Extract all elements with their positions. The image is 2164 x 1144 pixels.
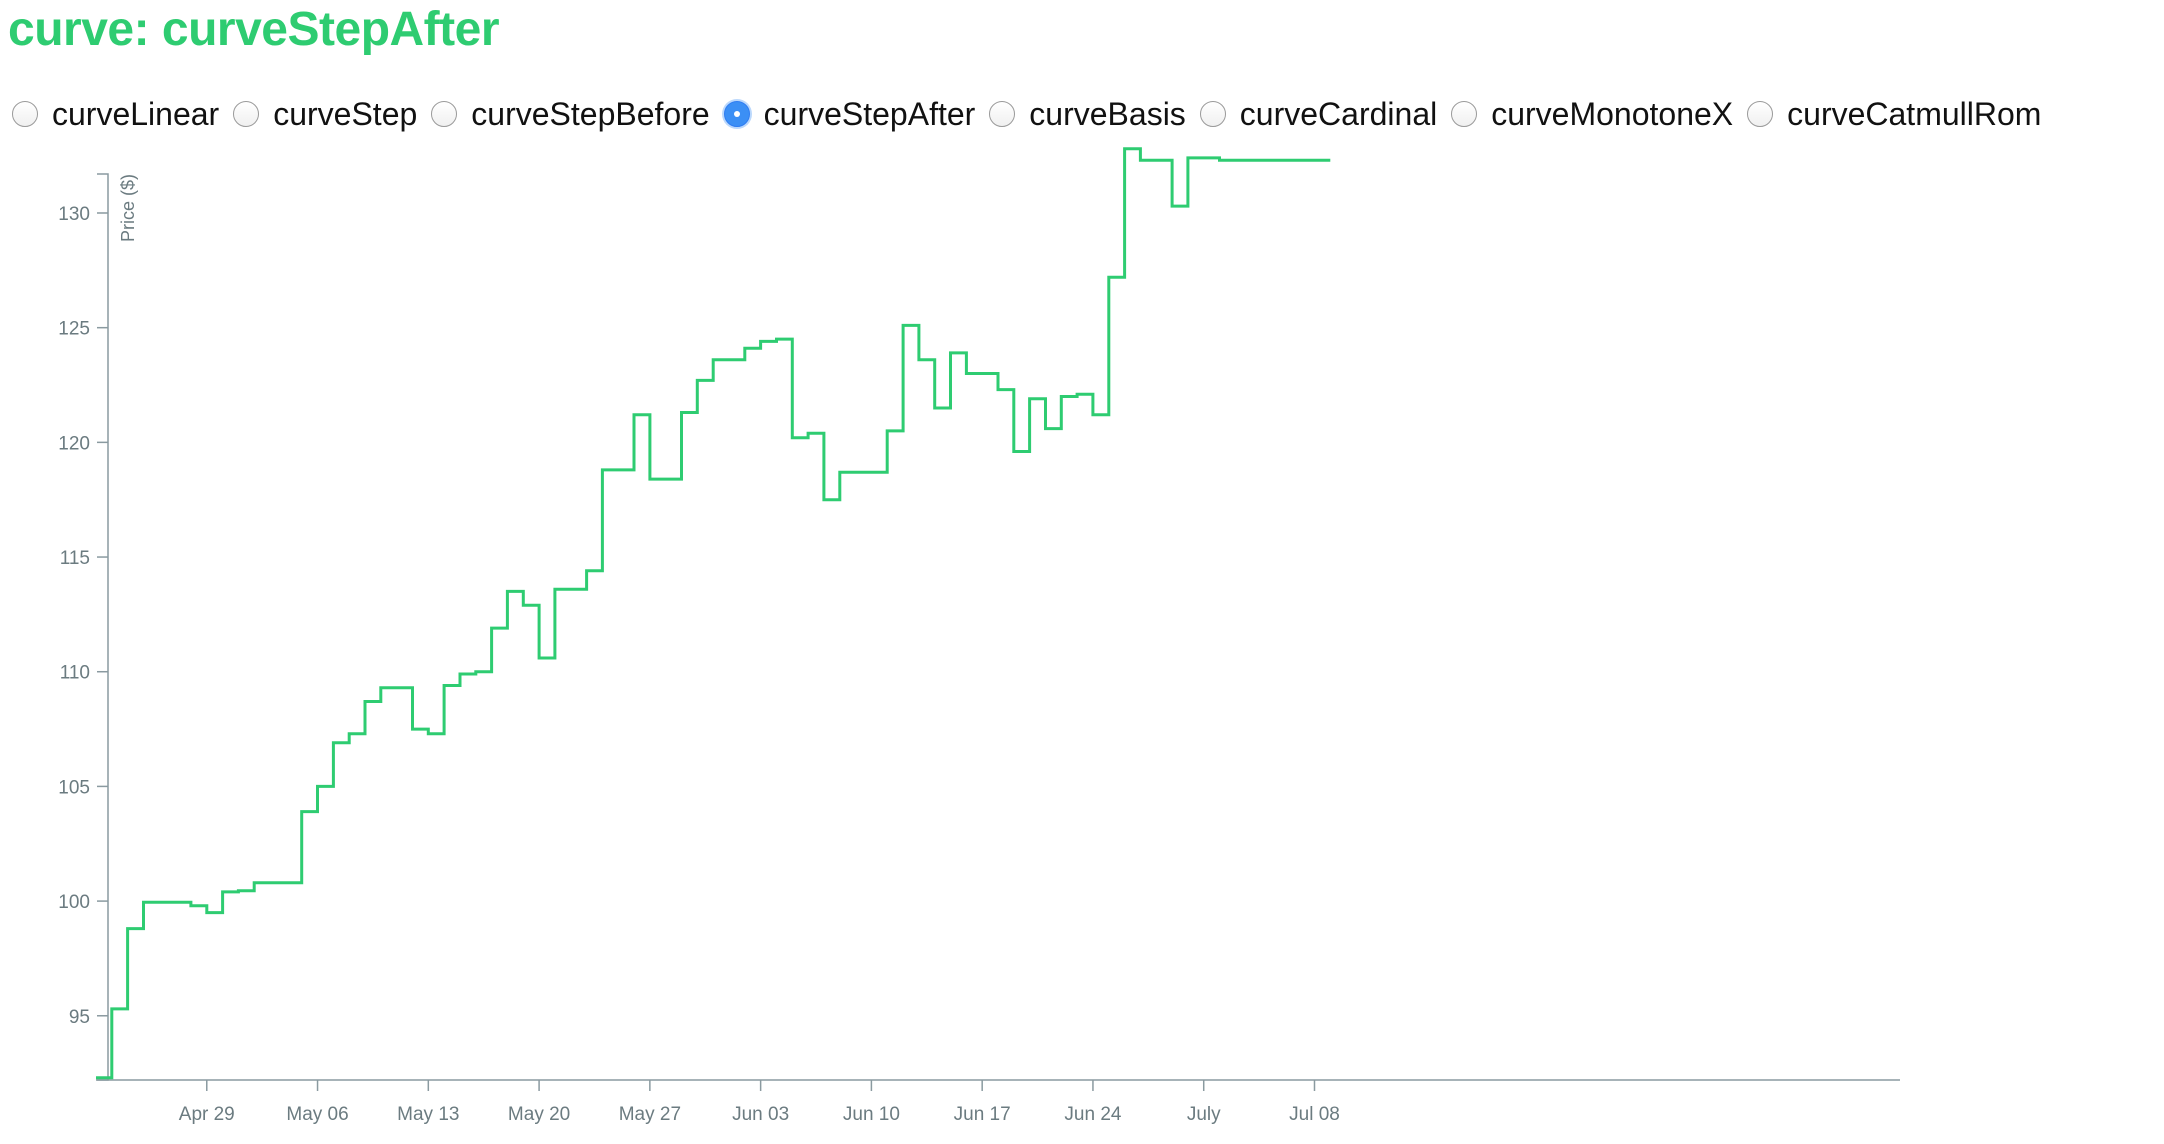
- x-tick-label: Jun 03: [732, 1104, 789, 1125]
- x-tick-label: Jun 17: [954, 1104, 1011, 1125]
- y-tick-label: 125: [58, 319, 90, 340]
- x-tick-label: May 27: [619, 1104, 681, 1125]
- x-tick-label: Jul 08: [1289, 1104, 1340, 1125]
- x-tick-label: May 20: [508, 1104, 570, 1125]
- x-tick-label: May 06: [286, 1104, 348, 1125]
- y-tick-label: 115: [60, 548, 90, 569]
- y-tick-label: 105: [58, 777, 90, 798]
- x-tick-label: Jun 10: [843, 1104, 900, 1125]
- y-axis-title: Price ($): [118, 174, 138, 242]
- y-tick-label: 120: [58, 433, 90, 454]
- x-tick-label: July: [1187, 1104, 1221, 1125]
- y-tick-label: 95: [69, 1007, 90, 1028]
- x-tick-label: May 13: [397, 1104, 459, 1125]
- x-tick-label: Apr 29: [179, 1104, 235, 1125]
- y-axis-line: [97, 174, 108, 1080]
- y-tick-label: 130: [58, 204, 90, 225]
- x-tick-label: Jun 24: [1064, 1104, 1121, 1125]
- price-series-line: [96, 149, 1330, 1078]
- y-tick-label: 110: [60, 663, 90, 684]
- y-tick-label: 100: [58, 892, 90, 913]
